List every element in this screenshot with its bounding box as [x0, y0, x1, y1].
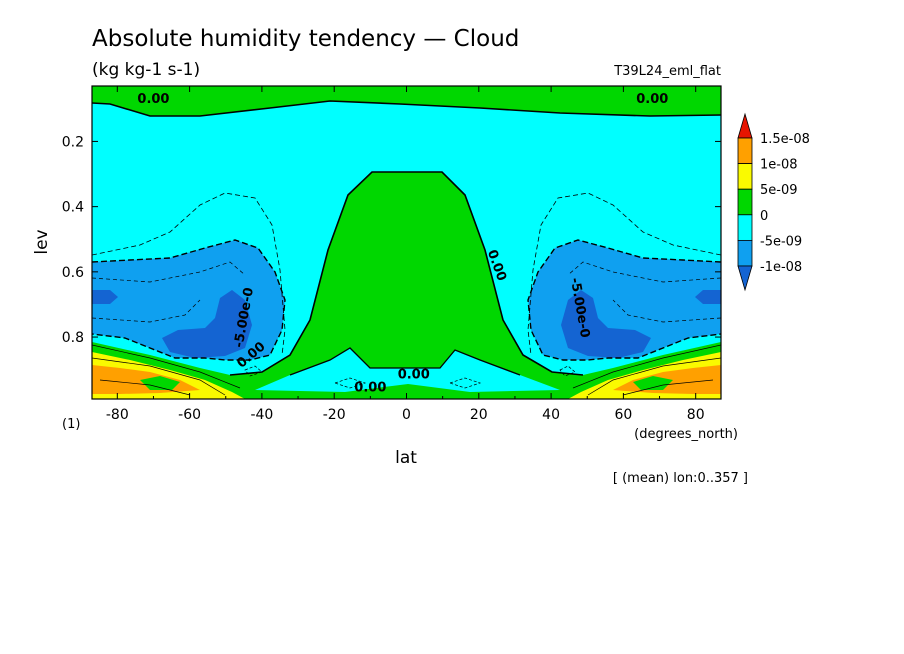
- y-tick-label: 0.6: [62, 265, 84, 281]
- contour-zero-dome: [229, 171, 584, 376]
- colorbar-box: [737, 188, 753, 216]
- fill-green-dome: [92, 172, 721, 399]
- colorbar-label: -1e-08: [760, 260, 802, 275]
- contour-label: 0.00: [398, 368, 430, 383]
- contour-small-lows: [244, 365, 576, 389]
- x-axis-label: lat: [395, 448, 417, 468]
- colorbar-box: [737, 214, 753, 241]
- contour-label: 0.00: [636, 92, 668, 107]
- chart-units: (kg kg-1 s-1): [92, 60, 200, 80]
- mean-note: [ (mean) lon:0..357 ]: [613, 471, 748, 486]
- contour-pos-left: [92, 344, 241, 396]
- contour-label: 0.00: [137, 92, 169, 107]
- colorbar-box: [737, 163, 753, 190]
- colorbar-label: -5e-09: [760, 234, 802, 249]
- x-tick-label: 80: [687, 407, 705, 423]
- colorbar: 1.5e-08 1e-08 5e-09 0 -5e-09 -1e-08: [737, 112, 810, 292]
- x-tick-label: 20: [470, 407, 488, 423]
- colorbar-label: 0: [760, 209, 768, 224]
- fill-green-left-lens: [140, 376, 180, 390]
- level-note: (1): [62, 417, 80, 432]
- y-tick-label: 0.4: [62, 200, 84, 216]
- colorbar-bottom-arrow: [737, 265, 753, 292]
- fill-darkblue-right: [561, 290, 651, 358]
- contour-zero-bottom: [289, 347, 521, 376]
- contour-pos-right: [572, 344, 721, 396]
- x-axis-unit: (degrees_north): [634, 427, 738, 442]
- contour-neg-outer-left: [92, 192, 286, 356]
- contour-inner-right: [567, 261, 721, 323]
- colorbar-box: [737, 137, 753, 165]
- contour-neg-outer-right: [527, 192, 721, 356]
- y-tick-label: 0.8: [62, 330, 84, 346]
- colorbar-label: 5e-09: [760, 183, 798, 198]
- y-axis: 0.2 0.4 0.6 0.8: [62, 134, 721, 346]
- x-tick-label: -40: [250, 407, 273, 423]
- x-tick-label: 0: [402, 407, 411, 423]
- y-tick-label: 0.2: [62, 134, 84, 150]
- x-tick-label: -60: [178, 407, 201, 423]
- experiment-label: T39L24_eml_flat: [613, 64, 721, 79]
- colorbar-label: 1.5e-08: [760, 132, 810, 147]
- fill-green-right-lens: [633, 376, 673, 390]
- fill-darkblue-left-small: [92, 290, 118, 304]
- contour-neg5-left: [92, 239, 286, 361]
- colorbar-top-arrow: [737, 112, 753, 139]
- fill-darkblue-right-small: [695, 290, 721, 304]
- contour-inner-left: [92, 261, 246, 323]
- contour-zero-top: [92, 100, 721, 117]
- fill-green-top: [92, 86, 721, 116]
- x-tick-label: -20: [323, 407, 346, 423]
- colorbar-label: 1e-08: [760, 158, 798, 173]
- contour-neg5-right: [527, 239, 721, 361]
- fill-darkblue-left: [162, 290, 252, 358]
- contour-label: 0.00: [354, 381, 386, 396]
- y-axis-label: lev: [32, 229, 52, 254]
- fill-cyan-bottom: [255, 348, 560, 392]
- x-axis: -80 -60 -40 -20 0 20 40 60 80: [106, 86, 705, 423]
- x-tick-label: 40: [542, 407, 560, 423]
- x-tick-label: -80: [106, 407, 129, 423]
- colorbar-box: [737, 239, 753, 267]
- plot-area: [92, 86, 721, 399]
- x-tick-label: 60: [614, 407, 632, 423]
- chart-title: Absolute humidity tendency — Cloud: [92, 26, 519, 52]
